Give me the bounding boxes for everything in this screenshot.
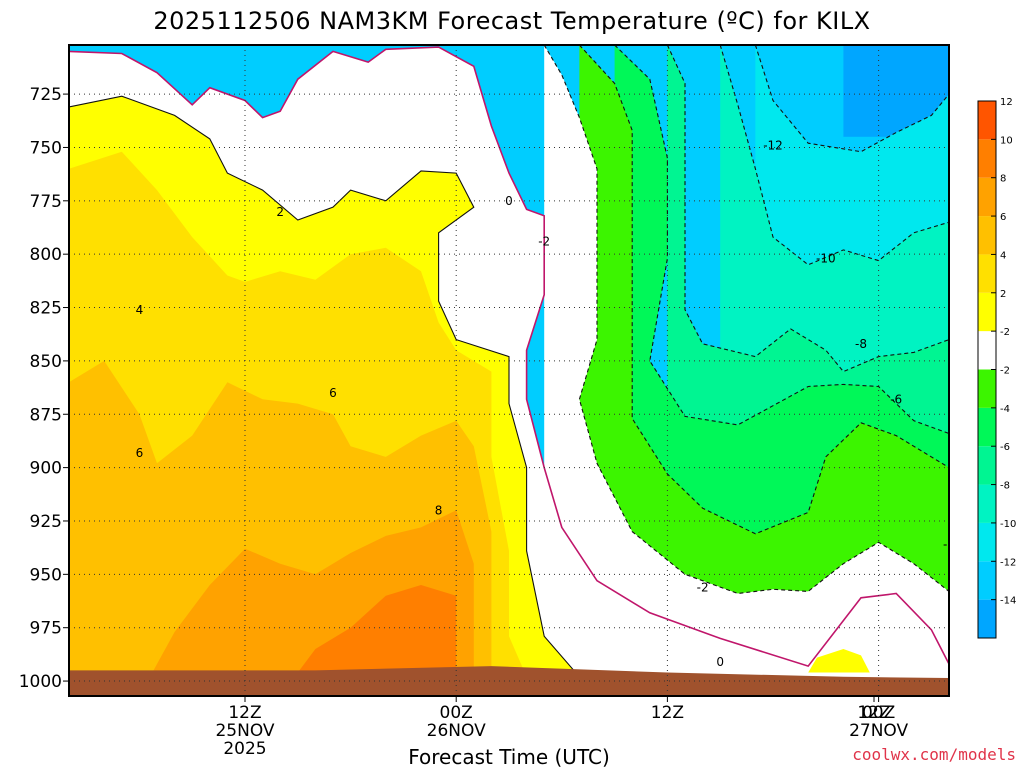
contour-label: 6	[329, 386, 337, 400]
x-tick-label: 2025	[223, 739, 266, 759]
colorbar-tick-label: 12	[1000, 97, 1013, 108]
band-warm-pocket	[808, 649, 870, 673]
colorbar-segment	[978, 139, 996, 178]
colorbar-segment	[978, 292, 996, 332]
y-tick-label: 825	[30, 299, 62, 319]
contour-label: -6	[943, 538, 955, 552]
colorbar-tick-label: -8	[1000, 481, 1010, 492]
contour-label: -2	[697, 580, 709, 594]
x-tick-label: 12Z	[651, 703, 684, 723]
plot-fields: 2 0 4 6 6 8 -12 -10 -8 -6 -6 -2 0 -2	[69, 45, 955, 696]
isotherm-minus-8	[666, 45, 949, 373]
isotherm-minus-6	[614, 45, 949, 435]
colorbar-tick-label: 8	[1000, 174, 1006, 185]
colorbar-tick-label: 6	[1000, 212, 1006, 223]
contour-label: 0	[505, 194, 513, 208]
y-tick-label: 750	[30, 138, 62, 158]
source-credit: coolwx.com/models	[852, 745, 1016, 764]
colorbar-tick-label: 10	[1000, 135, 1013, 146]
colorbar-segment	[978, 561, 996, 600]
isotherm-minus-12	[754, 45, 949, 153]
colorbar-tick-label: 2	[1000, 289, 1006, 300]
contour-label: -10	[816, 252, 836, 266]
x-tick-label: 25NOV	[215, 721, 274, 741]
colorbar-tick-label: -12	[1000, 557, 1016, 568]
isotherm-2	[69, 95, 580, 678]
contour-label: 8	[435, 504, 443, 518]
y-axis: 725 750 775 800 825 850 875 900 925 950 975 1000	[19, 85, 69, 692]
colorbar-segment	[978, 407, 996, 447]
y-tick-label: 850	[30, 352, 62, 372]
colorbar-tick-label: 4	[1000, 250, 1006, 261]
colorbar-tick-label: -10	[1000, 519, 1016, 530]
contour-label: -12	[763, 139, 783, 153]
band-minus-2-to-minus-4	[579, 45, 949, 696]
isotherm-0	[69, 46, 949, 668]
plot-frame	[68, 44, 950, 697]
contour-label: 2	[276, 205, 284, 219]
contour-label: 4	[136, 303, 144, 317]
contour-label: 6	[136, 446, 144, 460]
colorbar-segment	[978, 369, 996, 408]
colorbar-segment	[978, 484, 996, 523]
colorbar-segment	[978, 177, 996, 217]
y-tick-label: 925	[30, 512, 62, 532]
x-tick-label: 00Z	[440, 703, 473, 723]
colorbar-segment	[978, 599, 996, 638]
contour-label: 0	[716, 655, 724, 669]
x-tick-label: 26NOV	[427, 721, 486, 741]
x-axis-label: Forecast Time (UTC)	[408, 745, 610, 768]
y-tick-label: 800	[30, 245, 62, 265]
y-tick-label: 1000	[19, 672, 62, 692]
isotherm-minus-10	[719, 45, 949, 266]
y-tick-label: 775	[30, 192, 62, 212]
colorbar-tick-label: -2	[1000, 327, 1010, 338]
colorbar-tick-label: -2	[1000, 366, 1010, 377]
contour-label: -8	[855, 337, 867, 351]
colorbar-segment	[978, 331, 996, 370]
y-tick-label: 950	[30, 565, 62, 585]
plot-area: 2 0 4 6 6 8 -12 -10 -8 -6 -6 -2 0 -2	[68, 44, 955, 697]
colorbar-segment	[978, 101, 996, 140]
y-tick-label: 975	[30, 619, 62, 639]
colorbar-segment	[978, 216, 996, 255]
y-tick-label: 725	[30, 85, 62, 105]
x-tick-label: 00Z	[862, 703, 895, 723]
colorbar-segment	[978, 254, 996, 293]
contour-label: -6	[890, 393, 902, 407]
colorbar-segment	[978, 446, 996, 485]
colorbar-tick-label: -6	[1000, 442, 1010, 453]
chart-title: 2025112506 NAM3KM Forecast Temperature (…	[153, 7, 870, 35]
x-tick-label: 12Z	[857, 703, 890, 723]
colorbar-tick-label: -14	[1000, 596, 1016, 607]
colorbar-tick-label: -4	[1000, 404, 1010, 415]
isotherm-minus-2	[543, 45, 949, 595]
isotherm-minus-4	[578, 45, 949, 535]
x-tick-label: 12Z	[228, 703, 261, 723]
colorbar-segment	[978, 522, 996, 562]
colorbar-legend: -14 -12 -10 -8 -6 -4 -2 -2 2 4 6 8 10 12	[977, 97, 1016, 639]
y-tick-label: 900	[30, 459, 62, 479]
contour-label: -2	[538, 235, 550, 249]
x-tick-label: 27NOV	[849, 721, 908, 741]
y-tick-label: 875	[30, 405, 62, 425]
